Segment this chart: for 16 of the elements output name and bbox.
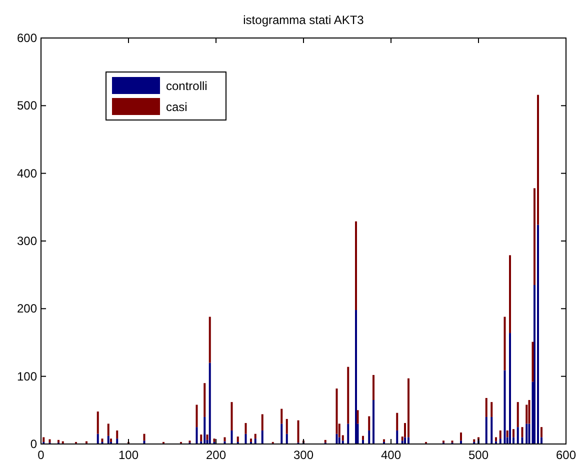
x-tick-label: 300 — [293, 448, 314, 462]
y-tick-label: 600 — [16, 31, 38, 45]
legend-label: controlli — [166, 79, 208, 93]
x-tick-label: 500 — [468, 448, 489, 462]
x-tick-label: 600 — [556, 448, 576, 462]
legend-label: casi — [166, 100, 188, 114]
y-tick-label: 0 — [30, 437, 38, 451]
x-tick-label: 100 — [118, 448, 139, 462]
y-tick-label: 300 — [16, 234, 38, 248]
y-tick-label: 500 — [16, 98, 38, 113]
x-tick-label: 200 — [206, 448, 226, 462]
y-tick-label: 200 — [16, 302, 38, 316]
x-tick-label: 400 — [380, 448, 402, 462]
y-tick-label: 100 — [16, 369, 38, 384]
y-tick-label: 400 — [16, 166, 38, 180]
chart-title: istogramma stati AKT3 — [243, 13, 364, 27]
